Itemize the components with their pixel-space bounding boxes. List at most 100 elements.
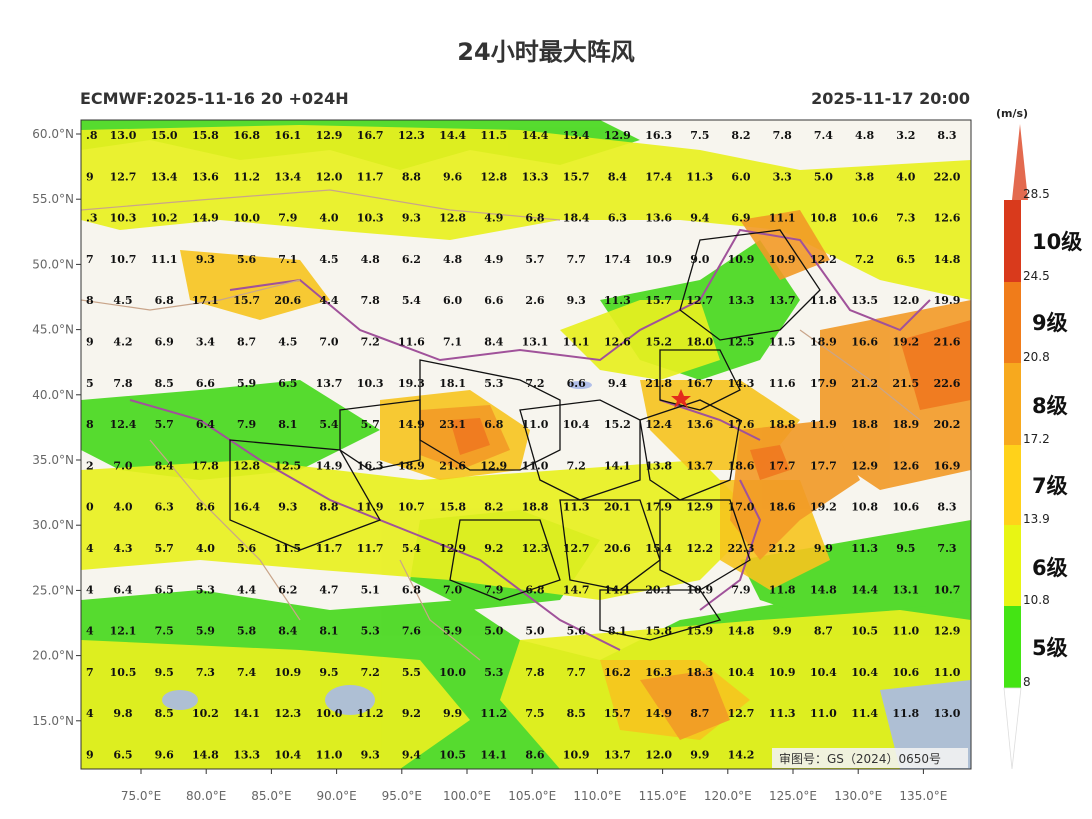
gust-value: 10.3 (357, 377, 384, 390)
gust-value: 11.0 (522, 418, 549, 431)
gust-value: 13.7 (604, 749, 631, 762)
gust-value: 12.8 (439, 212, 466, 225)
gust-value: 14.1 (480, 749, 507, 762)
gust-value: 9.6 (155, 749, 174, 762)
gust-value: 9.4 (402, 749, 421, 762)
colorbar-level-label: 5级 (1032, 636, 1068, 660)
gust-value: 13.3 (522, 170, 549, 183)
gust-value: 4 (86, 542, 94, 555)
gust-value: 18.0 (686, 336, 713, 349)
gust-value: 7.7 (567, 253, 586, 266)
gust-value: 17.8 (192, 459, 219, 472)
gust-value: 18.3 (686, 666, 713, 679)
gust-value: 14.8 (728, 625, 755, 638)
gust-value: 5.7 (361, 418, 380, 431)
gust-value: 13.1 (522, 336, 549, 349)
gust-value: 18.1 (439, 377, 466, 390)
gust-value: 7.4 (814, 129, 833, 142)
colorbar-band-7 (1004, 445, 1021, 525)
gust-value: 4 (86, 707, 94, 720)
gust-value: 8.1 (278, 418, 297, 431)
gust-value: 4 (86, 625, 94, 638)
gust-value: 11.0 (810, 707, 837, 720)
lat-tick-label: 35.0°N (32, 453, 74, 467)
gust-value: 17.4 (645, 170, 672, 183)
gust-value: 18.9 (810, 336, 837, 349)
gust-value: 5.3 (196, 583, 215, 596)
map-title: 24小时最大阵风 (457, 38, 635, 66)
gust-field-level6 (81, 125, 971, 769)
latitude-axis: 60.0°N 55.0°N 50.0°N 45.0°N 40.0°N 35.0°N 30.0… (32, 127, 81, 728)
lon-tick-label: 125.0°E (769, 789, 817, 803)
gust-value: 10.5 (851, 625, 878, 638)
gust-value: 12.0 (645, 749, 672, 762)
gust-value: 9.3 (278, 501, 297, 514)
gust-value: 17.9 (645, 501, 672, 514)
gust-value: 13.0 (110, 129, 137, 142)
gust-value: 8.6 (196, 501, 215, 514)
gust-value: 13.4 (151, 170, 178, 183)
gust-value: 9.5 (319, 666, 338, 679)
gust-value: 7.2 (567, 459, 586, 472)
gust-value: 13.1 (892, 583, 919, 596)
gust-value: 13.4 (563, 129, 590, 142)
gust-value: 5.9 (196, 625, 215, 638)
gust-value: 8.3 (937, 501, 956, 514)
gust-value: 12.7 (563, 542, 590, 555)
gust-value: 18.9 (398, 459, 425, 472)
gust-value: 7.0 (443, 583, 462, 596)
gust-value: 15.7 (563, 170, 590, 183)
gust-value: 11.0 (934, 666, 961, 679)
gust-value: 4.0 (196, 542, 215, 555)
gust-value: 7.3 (937, 542, 956, 555)
gust-value: 23.1 (439, 418, 466, 431)
lat-tick-label: 60.0°N (32, 127, 74, 141)
gust-value: 10.6 (892, 666, 919, 679)
gust-value: 20.6 (604, 542, 631, 555)
gust-value: 11.5 (769, 336, 796, 349)
colorbar-level-label: 10级 (1032, 230, 1082, 254)
gust-value: 16.3 (645, 129, 672, 142)
gust-value: 13.6 (645, 212, 672, 225)
colorbar-bottom-arrow (1003, 687, 1022, 770)
gust-value: 9.6 (443, 170, 462, 183)
gust-value: 5.4 (402, 294, 421, 307)
gust-value: 10.9 (769, 666, 796, 679)
gust-value: 6.8 (525, 212, 544, 225)
gust-value: 10.9 (645, 253, 672, 266)
lon-tick-label: 110.0°E (573, 789, 621, 803)
gust-value: 8.7 (814, 625, 833, 638)
gust-value: 8.4 (608, 170, 627, 183)
gust-field-level9 (450, 320, 971, 480)
map-frame (80, 119, 972, 770)
gust-value: 7.1 (278, 253, 297, 266)
colorbar-band-10 (1004, 200, 1021, 282)
gust-value: 7.2 (525, 377, 544, 390)
gust-value: 8.8 (319, 501, 338, 514)
gust-value: 7.2 (855, 253, 874, 266)
gust-value: 18.8 (769, 418, 796, 431)
gust-value: 4.4 (237, 583, 256, 596)
colorbar: (m/s) 28.5 24.5 20.8 17.2 13.9 10.8 8 10级 9级 8级 7… (996, 107, 1082, 770)
lon-tick-label: 115.0°E (639, 789, 687, 803)
gust-value: 9.9 (773, 625, 792, 638)
gust-value: 8.5 (155, 707, 174, 720)
gust-value: 15.2 (604, 418, 631, 431)
gust-value: 8 (86, 418, 94, 431)
gust-value: 10.9 (274, 666, 301, 679)
gust-value: 3.3 (773, 170, 792, 183)
gust-value: 13.3 (233, 749, 260, 762)
colorbar-tick-label: 20.8 (1023, 350, 1050, 364)
gust-value: 22.3 (728, 542, 755, 555)
gust-value: 8.7 (690, 707, 709, 720)
gust-value: 6.2 (402, 253, 421, 266)
gust-value: 14.9 (192, 212, 219, 225)
gust-value: 11.6 (769, 377, 796, 390)
gust-value: 12.5 (728, 336, 755, 349)
gust-value: 9.5 (155, 666, 174, 679)
colorbar-level-label: 9级 (1032, 311, 1068, 335)
gust-value: 19.2 (810, 501, 837, 514)
gust-value: 9.4 (608, 377, 627, 390)
colorbar-levels: 10级 9级 8级 7级 6级 5级 (1032, 230, 1082, 660)
gust-value: 5.4 (319, 418, 338, 431)
